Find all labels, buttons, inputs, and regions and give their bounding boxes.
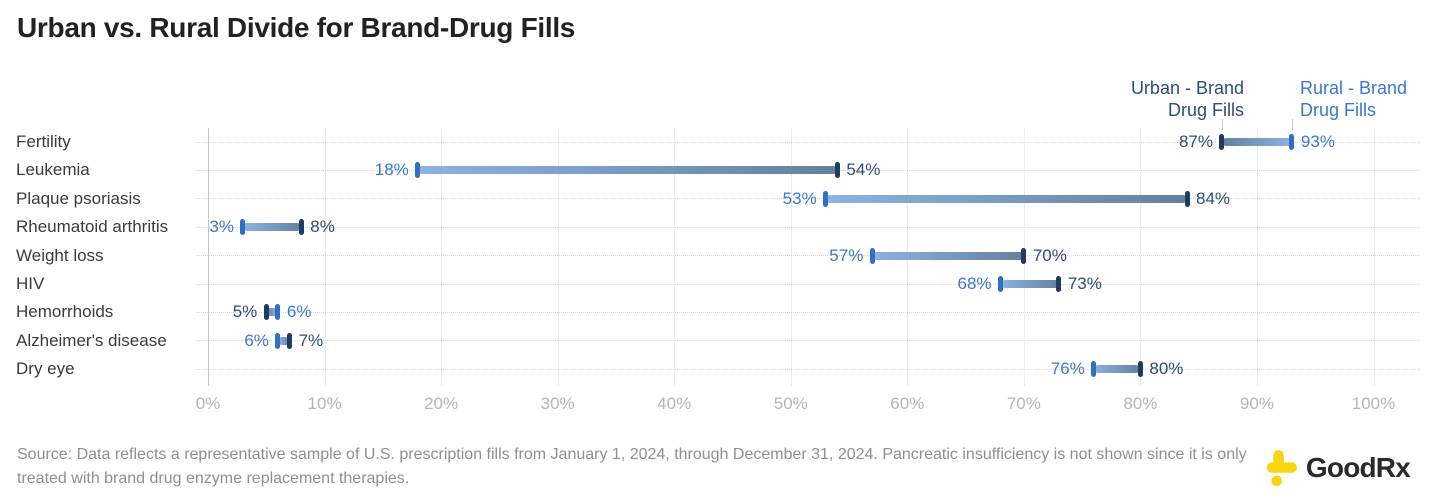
dumbbell-connector <box>242 223 302 232</box>
gridline <box>324 128 326 386</box>
urban-cap <box>1021 247 1027 264</box>
x-axis-tick-label: 80% <box>1123 394 1158 413</box>
urban-value-label: 7% <box>298 330 324 350</box>
category-label: Fertility <box>16 132 71 151</box>
rural-value-label: 57% <box>829 245 864 265</box>
category-label: Alzheimer's disease <box>16 330 167 350</box>
x-axis-tick-label: 10% <box>307 394 342 413</box>
rural-cap <box>998 276 1004 292</box>
dumbbell-connector <box>417 166 838 175</box>
legend-rural-line1: Rural - Brand <box>1300 78 1408 98</box>
goodrx-logo: GoodRx <box>1261 450 1411 486</box>
rural-cap <box>1289 134 1295 150</box>
rural-value-label: 3% <box>209 217 234 237</box>
urban-cap <box>263 304 269 321</box>
urban-value-label: 70% <box>1032 245 1067 265</box>
rural-value-label: 76% <box>1050 359 1085 379</box>
x-axis-tick-label: 90% <box>1239 394 1274 413</box>
category-label: HIV <box>16 274 45 293</box>
dumbbell-connector <box>1000 280 1059 288</box>
row-gridline <box>196 340 1420 342</box>
category-label: Hemorrhoids <box>16 302 114 322</box>
x-axis-tick-label: 30% <box>540 394 575 413</box>
urban-cap <box>1137 361 1143 378</box>
urban-value-label: 84% <box>1196 188 1231 208</box>
rural-value-label: 93% <box>1300 132 1335 151</box>
row-gridline <box>196 368 1420 370</box>
dumbbell-connector <box>1093 365 1141 374</box>
rural-cap <box>275 304 281 321</box>
category-label: Leukemia <box>16 160 90 180</box>
x-axis-tick-label: 0% <box>195 394 221 413</box>
urban-value-label: 54% <box>846 160 881 180</box>
urban-value-label: 80% <box>1149 359 1184 379</box>
x-axis-tick-label: 100% <box>1351 394 1396 413</box>
urban-cap <box>1184 190 1190 207</box>
dumbbell-connector <box>825 194 1187 203</box>
gridline <box>1140 128 1142 386</box>
gridline <box>790 128 792 386</box>
dumbbell-connector <box>872 251 1024 260</box>
category-label: Plaque psoriasis <box>16 188 141 208</box>
rural-value-label: 6% <box>286 302 312 322</box>
urban-cap <box>1056 276 1062 292</box>
goodrx-logo-text: GoodRx <box>1305 452 1411 483</box>
gridline <box>441 128 443 386</box>
rural-value-label: 68% <box>957 274 992 293</box>
gridline <box>674 128 676 386</box>
legend-urban-line2: Drug Fills <box>1167 100 1244 120</box>
legend-rural: Rural - Brand Drug Fills <box>1300 77 1407 121</box>
goodrx-cross-icon <box>1261 450 1299 486</box>
urban-cap <box>298 219 304 236</box>
x-axis-tick-label: 70% <box>1006 394 1041 413</box>
gridline <box>1373 128 1375 386</box>
rural-cap <box>869 247 875 264</box>
urban-value-label: 8% <box>310 217 335 237</box>
urban-value-label: 73% <box>1067 274 1102 293</box>
x-axis-tick-label: 50% <box>773 394 808 413</box>
legend-urban: Urban - Brand Drug Fills <box>1131 77 1244 121</box>
legend-rural-connector-tick <box>1291 119 1293 130</box>
rural-cap <box>1091 361 1097 378</box>
x-axis-tick-label: 20% <box>424 394 459 413</box>
row-gridline <box>196 311 1420 313</box>
row-gridline <box>196 198 1420 200</box>
rural-value-label: 6% <box>244 330 269 350</box>
dumbbell-connector <box>277 336 290 345</box>
axis-zero-line <box>208 128 209 386</box>
urban-cap <box>287 332 293 349</box>
row-gridline <box>196 141 1420 143</box>
row-gridline <box>196 255 1420 257</box>
rural-value-label: 53% <box>782 188 817 208</box>
legend-rural-line2: Drug Fills <box>1300 100 1377 120</box>
category-label: Weight loss <box>16 245 104 265</box>
rural-cap <box>823 190 829 207</box>
x-axis-tick-label: 60% <box>890 394 925 413</box>
rural-cap <box>415 162 421 179</box>
source-note: Source: Data reflects a representative s… <box>17 446 1247 488</box>
x-axis-tick-label: 40% <box>657 394 692 413</box>
legend-urban-connector-tick <box>1221 119 1223 130</box>
urban-cap <box>834 162 840 179</box>
rural-value-label: 18% <box>374 160 409 180</box>
dumbbell-connector <box>266 308 278 317</box>
dumbbell-connector <box>1221 138 1292 146</box>
chart-title: Urban vs. Rural Divide for Brand-Drug Fi… <box>17 12 576 43</box>
urban-value-label: 87% <box>1178 132 1213 151</box>
category-label: Rheumatoid arthritis <box>16 217 169 237</box>
category-label: Dry eye <box>16 359 75 379</box>
row-gridline <box>196 283 1420 285</box>
legend-urban-line1: Urban - Brand <box>1130 78 1244 98</box>
rural-cap <box>275 332 281 349</box>
rural-cap <box>240 219 246 236</box>
row-gridline <box>196 226 1420 228</box>
urban-value-label: 5% <box>232 302 258 322</box>
gridline <box>1256 128 1258 386</box>
gridline <box>557 128 559 386</box>
urban-cap <box>1219 134 1225 150</box>
